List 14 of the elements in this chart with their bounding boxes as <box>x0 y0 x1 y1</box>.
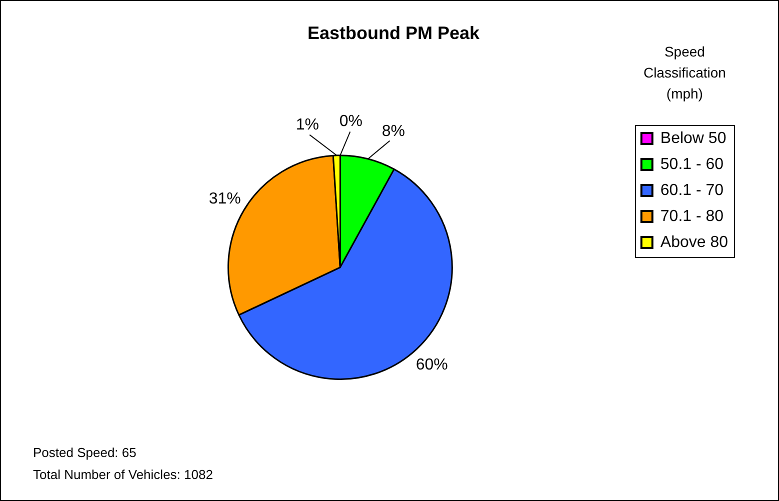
data-label: 1% <box>296 116 319 134</box>
legend-label: 50.1 - 60 <box>660 156 724 173</box>
text: Posted Speed: 65 <box>33 444 138 462</box>
data-label: 31% <box>208 190 241 208</box>
legend-label: Below 50 <box>660 130 726 147</box>
text: Total Number of Vehicles: 1082 <box>33 466 213 484</box>
legend-label: 70.1 - 80 <box>660 208 724 225</box>
data-label: 8% <box>382 122 405 140</box>
legend-label: Above 80 <box>660 234 728 251</box>
data-label: 60% <box>416 356 448 374</box>
legend-label: 60.1 - 70 <box>660 182 724 199</box>
legend-title: Speed Classification (mph) <box>643 43 726 102</box>
text: 0% <box>339 113 362 130</box>
chart-title: Eastbound PM Peak <box>307 22 481 43</box>
